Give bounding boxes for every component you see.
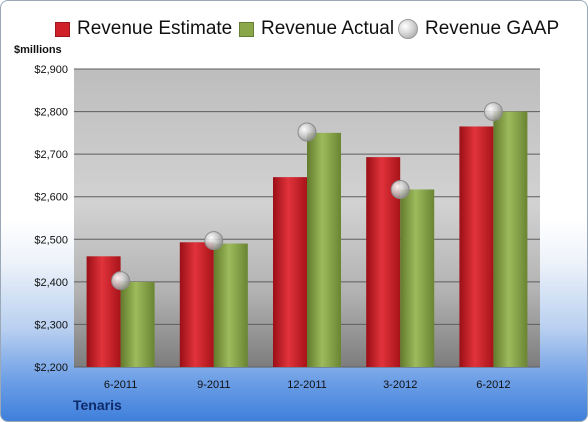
y-tick-label: $2,600 — [34, 192, 68, 204]
y-tick-label: $2,400 — [34, 277, 68, 289]
legend-item-gaap: Revenue GAAP — [398, 15, 559, 43]
legend: Revenue Estimate Revenue Actual Revenue … — [1, 15, 587, 43]
x-axis-ticks: 6-2011 9-2011 12-2011 3-2012 6-2012 — [104, 379, 511, 391]
y-tick-label: $2,800 — [34, 107, 68, 119]
x-tick-label: 6-2011 — [104, 379, 137, 391]
bar-revenue-actual — [120, 281, 155, 367]
bar-revenue-actual — [493, 111, 528, 367]
x-tick-label: 9-2011 — [197, 379, 230, 391]
legend-label-gaap: Revenue GAAP — [425, 18, 560, 39]
legend-item-actual: Revenue Actual — [239, 15, 394, 43]
legend-label-actual: Revenue Actual — [261, 18, 395, 39]
y-axis-unit-label: $millions — [14, 44, 62, 56]
point-revenue-gaap — [204, 231, 224, 251]
legend-label-estimate: Revenue Estimate — [77, 18, 233, 39]
y-tick-label: $2,700 — [34, 149, 68, 161]
bar-revenue-estimate — [179, 242, 214, 367]
point-revenue-gaap — [483, 102, 503, 122]
bar-revenue-actual — [400, 189, 435, 367]
point-revenue-gaap — [390, 179, 410, 199]
bar-revenue-estimate — [459, 126, 494, 367]
x-tick-label: 6-2012 — [476, 379, 510, 391]
legend-swatch-actual — [239, 21, 254, 37]
y-tick-label: $2,500 — [34, 234, 68, 246]
point-revenue-gaap — [297, 122, 317, 142]
legend-swatch-estimate — [55, 21, 70, 37]
gaap-points — [111, 102, 503, 291]
point-revenue-gaap — [111, 271, 131, 291]
y-tick-label: $2,200 — [34, 362, 68, 374]
y-tick-label: $2,300 — [34, 319, 68, 331]
legend-item-estimate: Revenue Estimate — [55, 15, 232, 43]
company-name: Tenaris — [73, 397, 122, 413]
bar-revenue-actual — [307, 132, 341, 367]
y-tick-label: $2,900 — [34, 64, 68, 76]
legend-marker-gaap — [398, 19, 418, 39]
y-axis-ticks: $2,200 $2,300 $2,400 $2,500 $2,600 $2,700 $2,8… — [34, 64, 68, 374]
bar-revenue-estimate — [273, 177, 307, 367]
x-tick-label: 3-2012 — [383, 379, 417, 391]
bar-revenue-actual — [213, 243, 248, 367]
x-tick-label: 12-2011 — [287, 379, 327, 391]
